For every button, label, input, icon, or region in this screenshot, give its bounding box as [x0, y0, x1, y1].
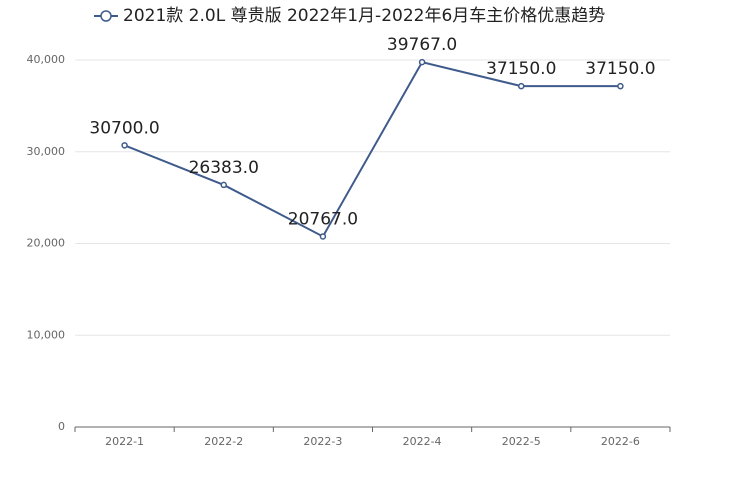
value-label: 26383.0 — [189, 158, 259, 178]
value-label: 37150.0 — [486, 59, 556, 79]
y-tick-label: 20,000 — [27, 237, 66, 250]
legend-label: 2021款 2.0L 尊贵版 2022年1月-2022年6月车主价格优惠趋势 — [123, 6, 605, 26]
legend-marker — [100, 10, 112, 22]
x-tick-label: 2022-2 — [204, 435, 243, 448]
y-tick-label: 30,000 — [27, 145, 66, 158]
point — [121, 142, 128, 149]
value-label: 37150.0 — [585, 59, 655, 79]
x-tick-label: 2022-5 — [502, 435, 541, 448]
x-tick-label: 2022-4 — [403, 435, 442, 448]
y-tick-label: 40,000 — [27, 53, 66, 66]
x-tick-label: 2022-6 — [601, 435, 640, 448]
value-label: 30700.0 — [89, 118, 159, 138]
x-tick-label: 2022-3 — [303, 435, 342, 448]
line — [124, 60, 621, 238]
point — [617, 82, 624, 90]
value-label: 20767.0 — [288, 209, 358, 229]
point — [518, 82, 525, 90]
value-label: 39767.0 — [387, 35, 457, 55]
x-tick-label: 2022-1 — [105, 435, 144, 448]
point — [319, 233, 327, 240]
y-tick-label: 10,000 — [27, 328, 66, 341]
y-tick-label: 0 — [58, 420, 65, 433]
point — [220, 181, 227, 189]
point — [418, 58, 426, 66]
